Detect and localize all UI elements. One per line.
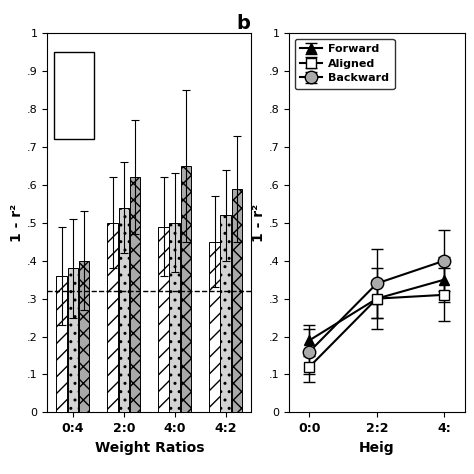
Legend: Forward, Aligned, Backward: Forward, Aligned, Backward	[295, 39, 394, 89]
Bar	[68, 268, 78, 412]
Bar	[170, 223, 180, 412]
Bar	[56, 276, 67, 412]
Bar	[232, 189, 242, 412]
Y-axis label: 1 - r²: 1 - r²	[252, 204, 266, 242]
X-axis label: Weight Ratios: Weight Ratios	[94, 441, 204, 455]
Bar	[209, 242, 220, 412]
Bar	[107, 223, 118, 412]
Bar	[158, 227, 169, 412]
Text: b: b	[237, 14, 250, 33]
Bar	[130, 177, 140, 412]
Y-axis label: 1 - r²: 1 - r²	[10, 204, 24, 242]
Bar	[181, 166, 191, 412]
Bar	[220, 215, 231, 412]
Bar	[118, 208, 129, 412]
Bar	[79, 261, 90, 412]
X-axis label: Heig: Heig	[359, 441, 395, 455]
FancyBboxPatch shape	[54, 52, 94, 139]
